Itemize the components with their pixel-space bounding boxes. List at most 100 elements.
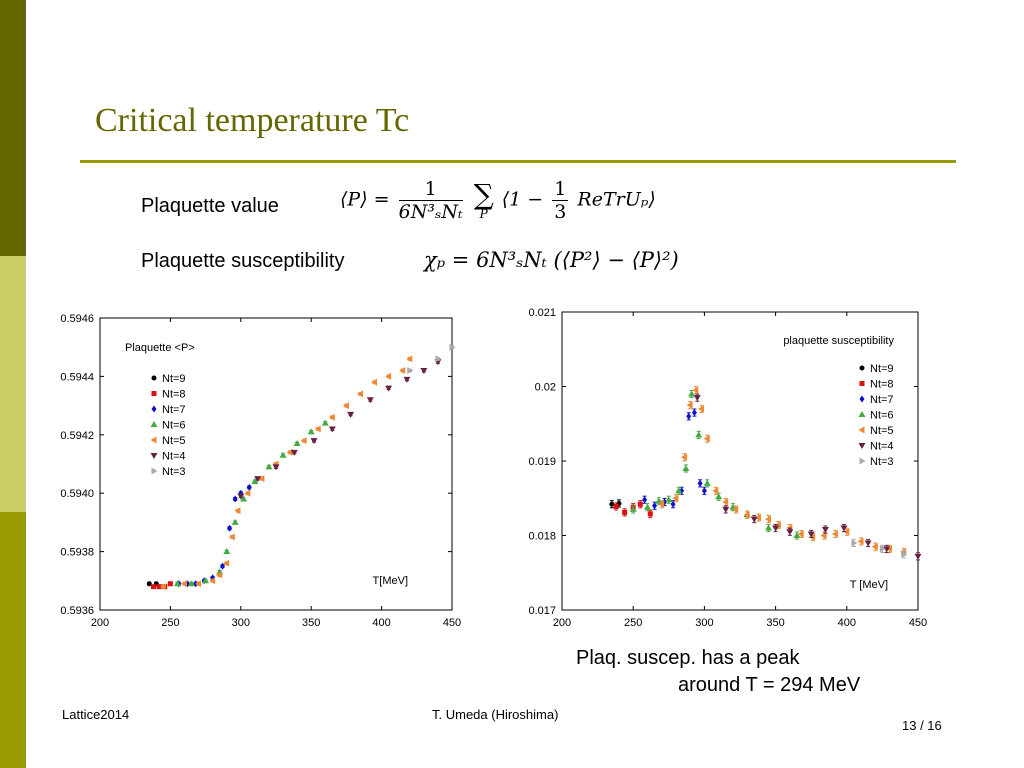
formula1-body-b: ReTrUₚ⟩ bbox=[577, 188, 656, 211]
data-point bbox=[244, 489, 251, 497]
formula1-denominator: 6N³ₛNₜ bbox=[398, 201, 463, 223]
data-point bbox=[435, 355, 442, 363]
footer-author: T. Umeda (Hiroshima) bbox=[432, 707, 559, 722]
legend-entry: Nt=7 bbox=[870, 394, 894, 406]
data-point bbox=[279, 451, 287, 458]
data-point bbox=[643, 503, 651, 510]
legend-marker bbox=[859, 457, 866, 465]
data-point bbox=[173, 580, 181, 587]
series-nt-6 bbox=[173, 419, 329, 587]
susceptibility-formula: χₚ = 6N³ₛNₜ (⟨P²⟩ − ⟨P⟩²) bbox=[424, 248, 679, 272]
data-point bbox=[652, 502, 658, 510]
legend-marker bbox=[859, 381, 865, 386]
data-point bbox=[774, 521, 781, 529]
x-tick-label: 400 bbox=[372, 617, 390, 629]
formula1-numerator: 1 bbox=[398, 178, 463, 201]
sidebar-bar-bottom bbox=[0, 512, 26, 768]
data-point bbox=[286, 448, 293, 456]
legend-marker bbox=[151, 467, 158, 475]
data-point bbox=[692, 386, 699, 394]
data-point bbox=[764, 515, 771, 523]
legend-entry: Nt=8 bbox=[162, 389, 186, 401]
data-point bbox=[642, 496, 648, 504]
formula1-fraction2-numerator: 1 bbox=[552, 178, 569, 201]
data-point bbox=[151, 584, 157, 590]
plaquette-susceptibility-label: Plaquette susceptibility bbox=[141, 250, 345, 272]
legend-entry: Nt=9 bbox=[870, 363, 894, 375]
data-point bbox=[807, 531, 815, 538]
legend-marker bbox=[859, 395, 865, 403]
data-point bbox=[675, 487, 683, 494]
data-point bbox=[232, 495, 238, 503]
legend-marker bbox=[151, 391, 157, 396]
data-point bbox=[686, 412, 692, 420]
data-point bbox=[195, 580, 202, 588]
data-point bbox=[609, 501, 615, 507]
data-point bbox=[167, 581, 173, 587]
x-tick-label: 300 bbox=[232, 617, 250, 629]
data-point bbox=[407, 367, 414, 375]
sidebar-bar-top bbox=[0, 0, 26, 256]
data-point bbox=[188, 580, 196, 587]
legend: Nt=9 Nt=8 Nt=7 Nt=6 Nt=5 Nt=4 Nt=3 bbox=[150, 373, 186, 478]
data-point bbox=[613, 503, 619, 509]
x-tick-label: 400 bbox=[838, 617, 856, 629]
data-point bbox=[743, 511, 750, 519]
data-point bbox=[314, 425, 321, 433]
data-point bbox=[403, 376, 411, 383]
data-point bbox=[342, 402, 349, 410]
data-point bbox=[237, 493, 245, 500]
sidebar-bar-middle bbox=[0, 256, 26, 512]
data-point bbox=[223, 559, 230, 567]
data-point bbox=[820, 532, 827, 539]
y-tick-label: 0.5940 bbox=[60, 488, 94, 500]
data-point bbox=[328, 426, 336, 433]
data-point bbox=[258, 475, 265, 483]
series-nt-4 bbox=[693, 393, 922, 561]
legend-marker bbox=[859, 365, 865, 371]
data-point bbox=[764, 524, 772, 531]
data-point bbox=[793, 532, 801, 538]
data-point bbox=[234, 507, 241, 515]
x-tick-label: 200 bbox=[553, 617, 571, 629]
legend-entry: Nt=5 bbox=[870, 425, 894, 437]
legend-marker bbox=[150, 421, 158, 427]
data-point bbox=[797, 530, 804, 538]
data-point bbox=[449, 343, 456, 351]
legend-marker bbox=[858, 411, 866, 417]
data-point bbox=[703, 435, 710, 443]
data-point bbox=[655, 497, 663, 504]
data-point bbox=[385, 372, 392, 380]
data-point bbox=[371, 378, 378, 386]
formula1-fraction2: 1 3 bbox=[552, 178, 569, 223]
data-point bbox=[809, 533, 816, 541]
data-point bbox=[786, 529, 794, 536]
data-point bbox=[732, 505, 739, 513]
x-tick-label: 350 bbox=[302, 617, 320, 629]
x-tick-label: 250 bbox=[624, 617, 642, 629]
legend-marker bbox=[151, 375, 157, 381]
data-point bbox=[831, 530, 838, 538]
y-tick-label: 0.5938 bbox=[60, 547, 94, 559]
data-point bbox=[871, 543, 878, 551]
data-point bbox=[886, 545, 893, 553]
x-axis-label: T[MeV] bbox=[373, 575, 408, 587]
chart-title: Plaquette <P> bbox=[125, 342, 195, 354]
data-point bbox=[688, 390, 696, 397]
x-tick-label: 450 bbox=[909, 617, 927, 629]
formula1-body-a: ⟨1 − bbox=[501, 188, 544, 211]
data-point bbox=[883, 546, 891, 553]
data-point bbox=[698, 405, 705, 413]
page-number: 13 / 16 bbox=[902, 718, 942, 733]
susceptibility-chart: 200 250 300 350 400 450 0.017 0.018 0.019 0.02 0.0… bbox=[528, 307, 927, 629]
data-point bbox=[399, 367, 406, 375]
data-point bbox=[202, 577, 210, 584]
data-point bbox=[914, 553, 922, 560]
data-point bbox=[840, 525, 848, 532]
footer-conference: Lattice2014 bbox=[62, 707, 130, 722]
x-tick-label: 450 bbox=[443, 617, 461, 629]
series-nt-4 bbox=[237, 359, 442, 500]
data-point bbox=[328, 413, 335, 421]
data-point bbox=[310, 438, 318, 445]
data-point bbox=[300, 437, 307, 445]
